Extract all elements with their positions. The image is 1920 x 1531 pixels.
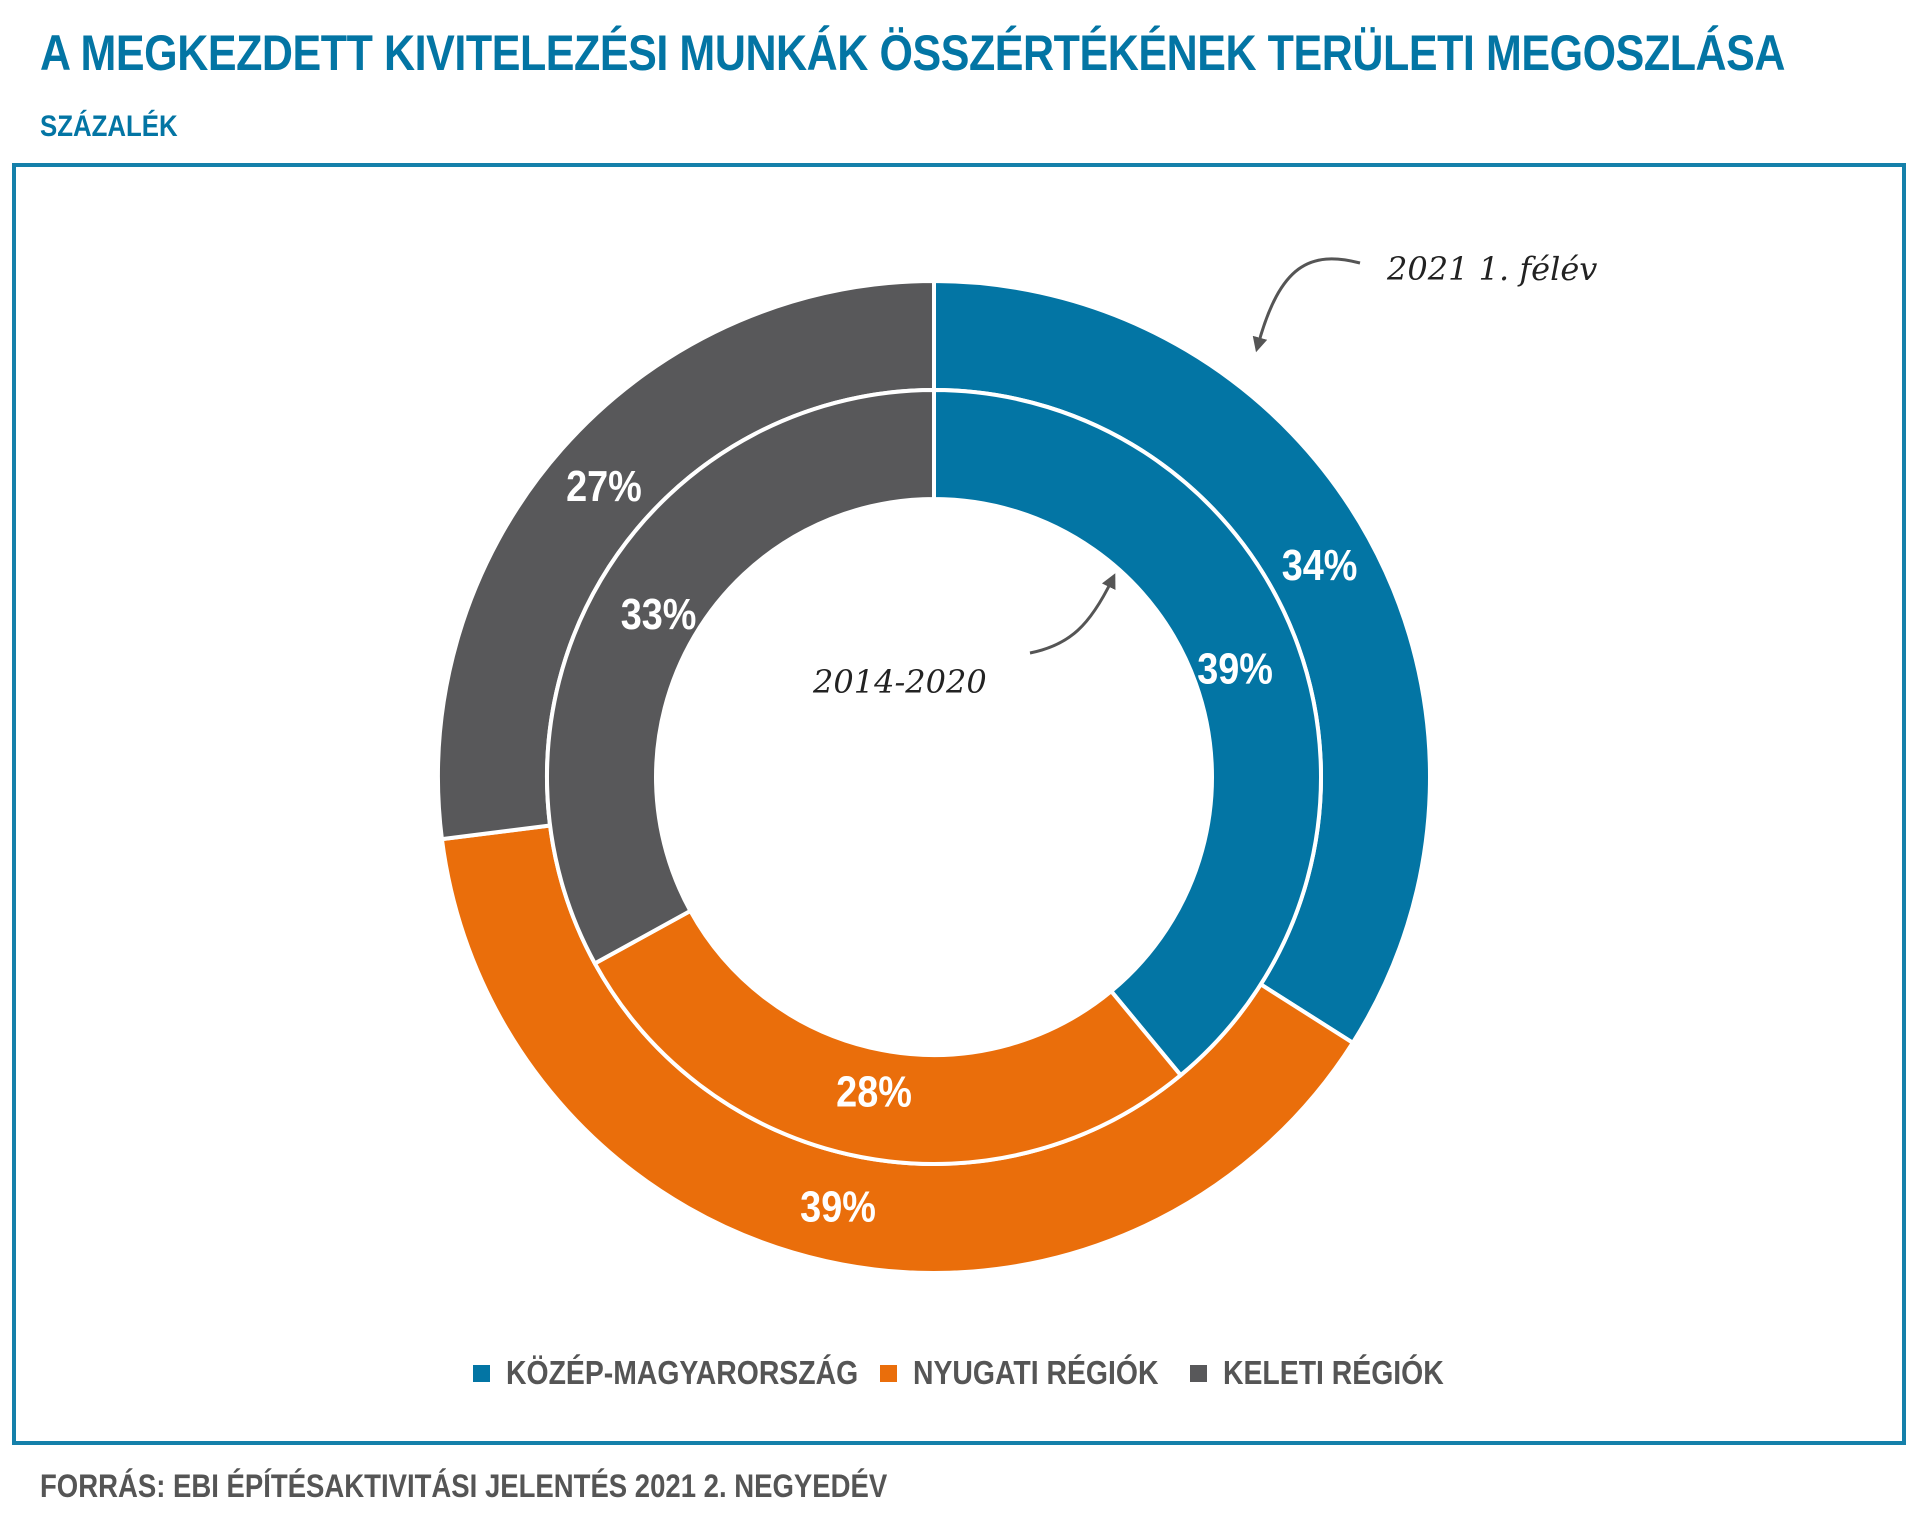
- legend-item-keleti-regiok: KELETI RÉGIÓK: [1190, 1348, 1480, 1398]
- legend-label: KELETI RÉGIÓK: [1223, 1354, 1444, 1391]
- annotation-outer-arrow: [1252, 257, 1361, 353]
- legend-label: KÖZÉP-MAGYARORSZÁG: [506, 1354, 859, 1391]
- legend-swatch: [1190, 1364, 1207, 1382]
- annotation-outer: 2021 1. félév: [1252, 250, 1597, 353]
- inner-slice-nyugati-regiok: [592, 908, 1184, 1166]
- outer-label-kozep-magyarorszag: 34%: [1282, 540, 1358, 589]
- annotation-inner-arrow: [1029, 573, 1116, 655]
- chart-subtitle: SZÁZALÉK: [40, 110, 178, 143]
- legend-item-nyugati-regiok: NYUGATI RÉGIÓK: [880, 1348, 1198, 1398]
- source-note: FORRÁS: EBI ÉPÍTÉSAKTIVITÁSI JELENTÉS 20…: [40, 1468, 888, 1504]
- legend-label: NYUGATI RÉGIÓK: [913, 1354, 1159, 1391]
- slices-layer: [436, 278, 1432, 1276]
- annotation-inner: 2014-2020: [812, 573, 1116, 701]
- chart-title: A MEGKEZDETT KIVITELEZÉSI MUNKÁK ÖSSZÉRT…: [40, 25, 1786, 81]
- inner-label-kozep-magyarorszag: 39%: [1197, 644, 1273, 693]
- inner-label-nyugati-regiok: 28%: [836, 1067, 912, 1116]
- inner-label-keleti-regiok: 33%: [621, 589, 697, 638]
- chart-frame: [12, 163, 1906, 1445]
- labels-layer: 34% 39% 27% 39% 28% 33%: [566, 461, 1357, 1231]
- legend-swatch: [473, 1364, 490, 1382]
- annotation-inner-text: 2014-2020: [812, 663, 987, 701]
- outer-label-nyugati-regiok: 39%: [800, 1182, 876, 1231]
- inner-slice-keleti-regiok: [545, 387, 936, 967]
- inner-slice-kozep-magyarorszag: [932, 387, 1323, 1079]
- legend-item-kozep-magyarorszag: KÖZÉP-MAGYARORSZÁG: [473, 1348, 915, 1398]
- outer-label-keleti-regiok: 27%: [566, 461, 642, 510]
- legend: KÖZÉP-MAGYARORSZÁG NYUGATI RÉGIÓK KELETI…: [0, 1348, 1920, 1398]
- annotation-outer-text: 2021 1. félév: [1386, 250, 1597, 288]
- legend-swatch: [880, 1364, 897, 1382]
